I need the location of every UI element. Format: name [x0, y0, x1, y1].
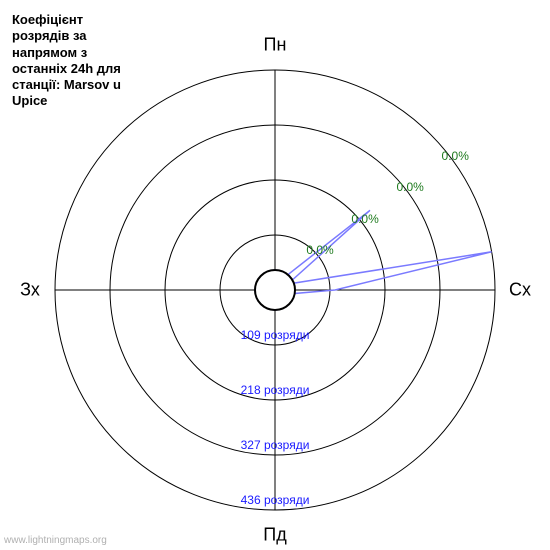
ring-pct-label: 0.0%: [442, 149, 469, 163]
ring-count-label: 218 розряди: [241, 383, 310, 397]
cardinal-w: Зх: [20, 280, 40, 301]
ring-pct-label: 0.0%: [306, 243, 333, 257]
footer-link: www.lightningmaps.org: [4, 535, 107, 546]
ring-count-label: 327 розряди: [241, 438, 310, 452]
polar-chart-container: Коефіцієнт розрядів за напрямом з останн…: [0, 0, 550, 550]
ring-pct-label: 0.0%: [396, 180, 423, 194]
cardinal-n: Пн: [264, 35, 287, 56]
cardinal-e: Сх: [509, 280, 531, 301]
ring-count-label: 436 розряди: [241, 493, 310, 507]
center-hub: [255, 270, 295, 310]
cardinal-s: Пд: [263, 525, 286, 546]
ring-pct-label: 0.0%: [351, 212, 378, 226]
ring-count-label: 109 розряди: [241, 328, 310, 342]
chart-title: Коефіцієнт розрядів за напрямом з останн…: [12, 12, 142, 110]
